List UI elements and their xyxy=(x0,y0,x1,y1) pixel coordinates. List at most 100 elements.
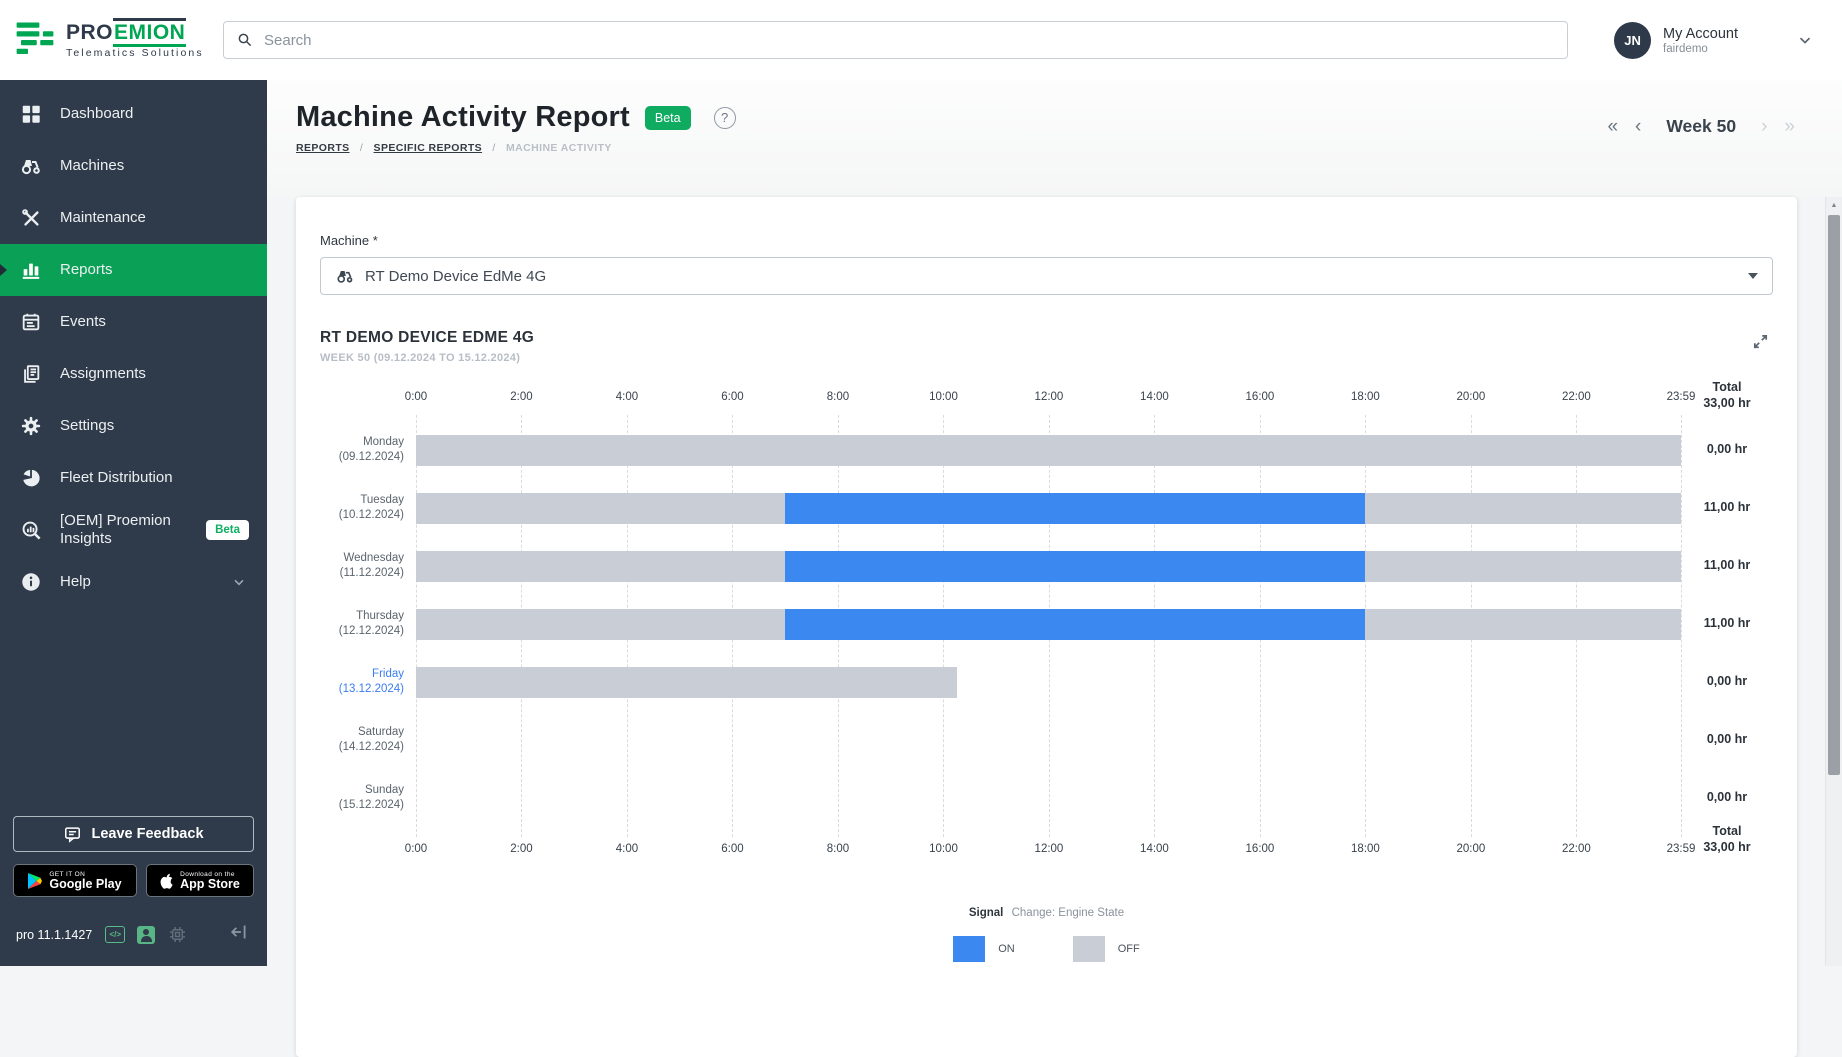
last-week-icon[interactable]: » xyxy=(1784,117,1795,137)
account-name: My Account xyxy=(1663,26,1738,42)
sidebar-item-assignments[interactable]: Assignments xyxy=(0,348,267,400)
activity-bar-off xyxy=(416,609,785,640)
documents-icon xyxy=(18,361,44,387)
activity-bar-off xyxy=(416,493,785,524)
machine-select[interactable]: RT Demo Device EdMe 4G xyxy=(320,257,1773,295)
bottom-axis-tick: 2:00 xyxy=(510,843,532,855)
bottom-axis-tick: 6:00 xyxy=(721,843,743,855)
row-total: 0,00 hr xyxy=(1657,674,1797,688)
first-week-icon[interactable]: « xyxy=(1607,117,1618,137)
proemion-logo[interactable]: PROEMION Telematics Solutions xyxy=(0,19,223,61)
breadcrumb-reports[interactable]: REPORTS xyxy=(296,142,350,154)
help-icon[interactable]: ? xyxy=(714,107,736,129)
info-icon xyxy=(18,569,44,595)
bar-chart-icon xyxy=(18,257,44,283)
previous-week-icon[interactable]: ‹ xyxy=(1635,117,1641,137)
machine-select-value: RT Demo Device EdMe 4G xyxy=(365,268,546,285)
app-store-badge[interactable]: Download on the App Store xyxy=(146,864,254,897)
sidebar-item-events[interactable]: Events xyxy=(0,296,267,348)
search-input[interactable] xyxy=(264,32,1555,49)
top-axis-tick: 0:00 xyxy=(405,391,427,403)
top-axis-tick: 4:00 xyxy=(616,391,638,403)
legend-on-label: ON xyxy=(998,943,1015,955)
topbar: PROEMION Telematics Solutions JN My Acco… xyxy=(0,0,1842,80)
sidebar-item-oem-proemion-insights[interactable]: [OEM] Proemion Insights Beta xyxy=(0,504,267,556)
scrollbar-thumb[interactable] xyxy=(1828,215,1840,775)
page-header: Machine Activity Report Beta ? REPORTS /… xyxy=(267,80,1842,197)
chevron-down-icon xyxy=(231,574,247,590)
google-play-badge[interactable]: GET IT ON Google Play xyxy=(13,864,137,897)
legend-on-swatch xyxy=(953,936,985,962)
bottom-axis-tick: 23:59 xyxy=(1667,843,1696,855)
google-play-icon xyxy=(28,873,42,889)
report-subtitle: WEEK 50 (09.12.2024 TO 15.12.2024) xyxy=(320,352,534,364)
account-org: fairdemo xyxy=(1663,43,1738,55)
bottom-axis-tick: 18:00 xyxy=(1351,843,1380,855)
activity-bar-off xyxy=(1365,609,1681,640)
bottom-axis-tick: 22:00 xyxy=(1562,843,1591,855)
sidebar-item-fleet-distribution[interactable]: Fleet Distribution xyxy=(0,452,267,504)
next-week-icon[interactable]: › xyxy=(1761,117,1767,137)
sidebar-item-settings[interactable]: Settings xyxy=(0,400,267,452)
pie-chart-icon xyxy=(18,465,44,491)
bottom-axis-tick: 10:00 xyxy=(929,843,958,855)
app-version: pro 11.1.1427 xyxy=(16,928,92,942)
user-icon[interactable] xyxy=(136,925,156,945)
sidebar-item-reports[interactable]: Reports xyxy=(0,244,267,296)
expand-icon[interactable] xyxy=(1748,329,1773,359)
sidebar-item-dashboard[interactable]: Dashboard xyxy=(0,88,267,140)
account-menu[interactable]: JN My Account fairdemo xyxy=(1614,22,1814,59)
day-label-monday: Monday(09.12.2024) xyxy=(320,435,404,465)
day-label-saturday: Saturday(14.12.2024) xyxy=(320,725,404,755)
legend-signal-label: Signal xyxy=(969,907,1004,919)
activity-bar-on xyxy=(785,493,1365,524)
top-axis-tick: 16:00 xyxy=(1246,391,1275,403)
sidebar-item-machines[interactable]: Machines xyxy=(0,140,267,192)
week-navigation: « ‹ Week 50 › » xyxy=(1607,116,1795,137)
insights-magnifier-icon xyxy=(18,517,44,543)
bottom-axis-tick: 4:00 xyxy=(616,843,638,855)
search-icon xyxy=(236,31,254,49)
legend-signal-value: Change: Engine State xyxy=(1012,907,1125,919)
top-axis-tick: 20:00 xyxy=(1457,391,1486,403)
sidebar-item-help[interactable]: Help xyxy=(0,556,267,608)
day-label-friday[interactable]: Friday(13.12.2024) xyxy=(320,667,404,697)
scrollbar-up-icon[interactable]: ▲ xyxy=(1826,197,1842,213)
brand-tagline: Telematics Solutions xyxy=(66,47,204,59)
bottom-axis-tick: 12:00 xyxy=(1035,843,1064,855)
day-label-tuesday: Tuesday(10.12.2024) xyxy=(320,493,404,523)
row-total: 0,00 hr xyxy=(1657,732,1797,746)
day-label-sunday: Sunday(15.12.2024) xyxy=(320,783,404,813)
active-item-arrow xyxy=(0,264,7,276)
leave-feedback-button[interactable]: Leave Feedback xyxy=(13,816,254,852)
machine-field-label: Machine * xyxy=(320,233,1773,248)
top-axis-tick: 18:00 xyxy=(1351,391,1380,403)
activity-bar-off xyxy=(416,551,785,582)
legend-off-label: OFF xyxy=(1118,943,1140,955)
activity-bar-off xyxy=(416,667,957,698)
breadcrumb: REPORTS / SPECIFIC REPORTS / MACHINE ACT… xyxy=(296,142,1842,154)
chevron-down-icon xyxy=(1796,31,1814,49)
activity-bar-off xyxy=(1365,493,1681,524)
search-bar[interactable] xyxy=(223,21,1568,59)
bottom-axis-tick: 20:00 xyxy=(1457,843,1486,855)
top-axis-tick: 14:00 xyxy=(1140,391,1169,403)
avatar: JN xyxy=(1614,22,1651,59)
top-axis-tick: 2:00 xyxy=(510,391,532,403)
collapse-sidebar-icon[interactable] xyxy=(229,921,251,948)
sidebar: Dashboard Machines Maintenance xyxy=(0,80,267,966)
top-axis-tick: 10:00 xyxy=(929,391,958,403)
page-title: Machine Activity Report xyxy=(296,101,630,134)
code-icon[interactable]: </> xyxy=(105,925,125,945)
insights-beta-badge: Beta xyxy=(206,520,249,540)
tools-icon xyxy=(18,205,44,231)
activity-bar-off xyxy=(1365,551,1681,582)
page-scrollbar[interactable]: ▲ xyxy=(1825,197,1842,966)
activity-bar-on xyxy=(785,609,1365,640)
sidebar-item-maintenance[interactable]: Maintenance xyxy=(0,192,267,244)
dashboard-grid-icon xyxy=(18,101,44,127)
top-axis-tick: 6:00 xyxy=(721,391,743,403)
legend-off-swatch xyxy=(1073,936,1105,962)
breadcrumb-specific-reports[interactable]: SPECIFIC REPORTS xyxy=(374,142,483,154)
